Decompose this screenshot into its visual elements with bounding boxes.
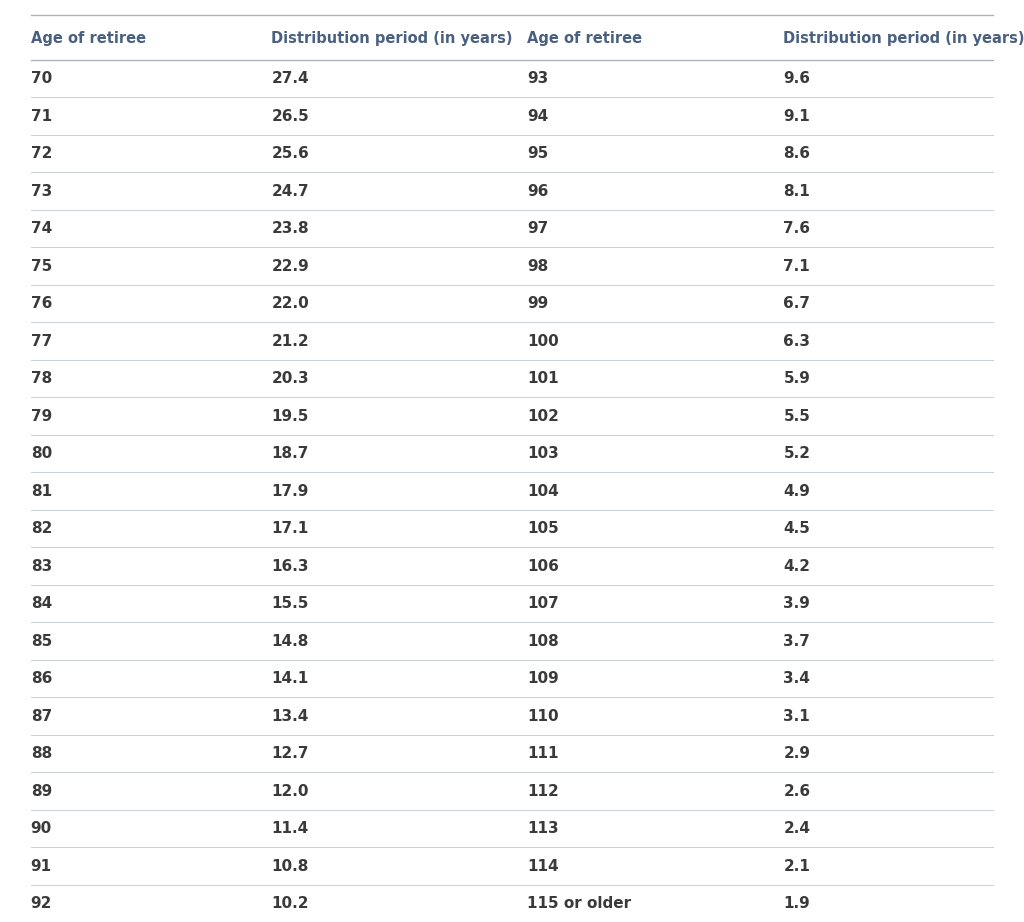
Text: 99: 99 <box>527 296 549 312</box>
Text: 90: 90 <box>31 822 52 836</box>
Text: 82: 82 <box>31 521 52 537</box>
Text: 9.1: 9.1 <box>783 109 810 124</box>
Text: 8.1: 8.1 <box>783 183 810 199</box>
Text: 7.6: 7.6 <box>783 221 810 236</box>
Text: 112: 112 <box>527 784 559 798</box>
Text: 14.1: 14.1 <box>271 671 308 686</box>
Text: 79: 79 <box>31 408 52 424</box>
Text: 20.3: 20.3 <box>271 372 309 386</box>
Text: 97: 97 <box>527 221 549 236</box>
Text: 76: 76 <box>31 296 52 312</box>
Text: 83: 83 <box>31 559 52 573</box>
Text: 80: 80 <box>31 446 52 461</box>
Text: 10.8: 10.8 <box>271 858 308 874</box>
Text: 18.7: 18.7 <box>271 446 308 461</box>
Text: 74: 74 <box>31 221 52 236</box>
Text: 105: 105 <box>527 521 559 537</box>
Text: 8.6: 8.6 <box>783 147 810 161</box>
Text: 84: 84 <box>31 597 52 611</box>
Text: 2.9: 2.9 <box>783 746 810 762</box>
Text: 2.4: 2.4 <box>783 822 810 836</box>
Text: 115 or older: 115 or older <box>527 896 632 911</box>
Text: 4.9: 4.9 <box>783 484 810 499</box>
Text: 6.7: 6.7 <box>783 296 810 312</box>
Text: 95: 95 <box>527 147 549 161</box>
Text: 5.5: 5.5 <box>783 408 810 424</box>
Text: 19.5: 19.5 <box>271 408 308 424</box>
Text: 72: 72 <box>31 147 52 161</box>
Text: 1.9: 1.9 <box>783 896 810 911</box>
Text: 3.1: 3.1 <box>783 709 810 724</box>
Text: 27.4: 27.4 <box>271 71 309 87</box>
Text: 7.1: 7.1 <box>783 259 810 274</box>
Text: 3.9: 3.9 <box>783 597 810 611</box>
Text: 101: 101 <box>527 372 559 386</box>
Text: 114: 114 <box>527 858 559 874</box>
Text: Distribution period (in years): Distribution period (in years) <box>783 31 1024 46</box>
Text: 5.2: 5.2 <box>783 446 810 461</box>
Text: 91: 91 <box>31 858 52 874</box>
Text: 103: 103 <box>527 446 559 461</box>
Text: 93: 93 <box>527 71 549 87</box>
Text: 12.0: 12.0 <box>271 784 309 798</box>
Text: 12.7: 12.7 <box>271 746 309 762</box>
Text: 10.2: 10.2 <box>271 896 309 911</box>
Text: 77: 77 <box>31 334 52 349</box>
Text: 94: 94 <box>527 109 549 124</box>
Text: 2.6: 2.6 <box>783 784 810 798</box>
Text: 111: 111 <box>527 746 559 762</box>
Text: 14.8: 14.8 <box>271 633 308 649</box>
Text: 71: 71 <box>31 109 52 124</box>
Text: 78: 78 <box>31 372 52 386</box>
Text: 87: 87 <box>31 709 52 724</box>
Text: 4.5: 4.5 <box>783 521 810 537</box>
Text: 88: 88 <box>31 746 52 762</box>
Text: 70: 70 <box>31 71 52 87</box>
Text: 102: 102 <box>527 408 559 424</box>
Text: 98: 98 <box>527 259 549 274</box>
Text: 5.9: 5.9 <box>783 372 810 386</box>
Text: 11.4: 11.4 <box>271 822 308 836</box>
Text: 73: 73 <box>31 183 52 199</box>
Text: Distribution period (in years): Distribution period (in years) <box>271 31 513 46</box>
Text: 113: 113 <box>527 822 559 836</box>
Text: 110: 110 <box>527 709 559 724</box>
Text: 16.3: 16.3 <box>271 559 309 573</box>
Text: 107: 107 <box>527 597 559 611</box>
Text: 3.7: 3.7 <box>783 633 810 649</box>
Text: 25.6: 25.6 <box>271 147 309 161</box>
Text: 23.8: 23.8 <box>271 221 309 236</box>
Text: 109: 109 <box>527 671 559 686</box>
Text: 92: 92 <box>31 896 52 911</box>
Text: 86: 86 <box>31 671 52 686</box>
Text: 17.9: 17.9 <box>271 484 308 499</box>
Text: 75: 75 <box>31 259 52 274</box>
Text: 3.4: 3.4 <box>783 671 810 686</box>
Text: 108: 108 <box>527 633 559 649</box>
Text: 21.2: 21.2 <box>271 334 309 349</box>
Text: 24.7: 24.7 <box>271 183 309 199</box>
Text: 13.4: 13.4 <box>271 709 308 724</box>
Text: 9.6: 9.6 <box>783 71 810 87</box>
Text: 100: 100 <box>527 334 559 349</box>
Text: 6.3: 6.3 <box>783 334 810 349</box>
Text: Age of retiree: Age of retiree <box>31 31 145 46</box>
Text: 96: 96 <box>527 183 549 199</box>
Text: 85: 85 <box>31 633 52 649</box>
Text: 22.9: 22.9 <box>271 259 309 274</box>
Text: 81: 81 <box>31 484 52 499</box>
Text: 15.5: 15.5 <box>271 597 308 611</box>
Text: 17.1: 17.1 <box>271 521 308 537</box>
Text: 89: 89 <box>31 784 52 798</box>
Text: 104: 104 <box>527 484 559 499</box>
Text: 26.5: 26.5 <box>271 109 309 124</box>
Text: 22.0: 22.0 <box>271 296 309 312</box>
Text: 106: 106 <box>527 559 559 573</box>
Text: 2.1: 2.1 <box>783 858 810 874</box>
Text: 4.2: 4.2 <box>783 559 810 573</box>
Text: Age of retiree: Age of retiree <box>527 31 642 46</box>
